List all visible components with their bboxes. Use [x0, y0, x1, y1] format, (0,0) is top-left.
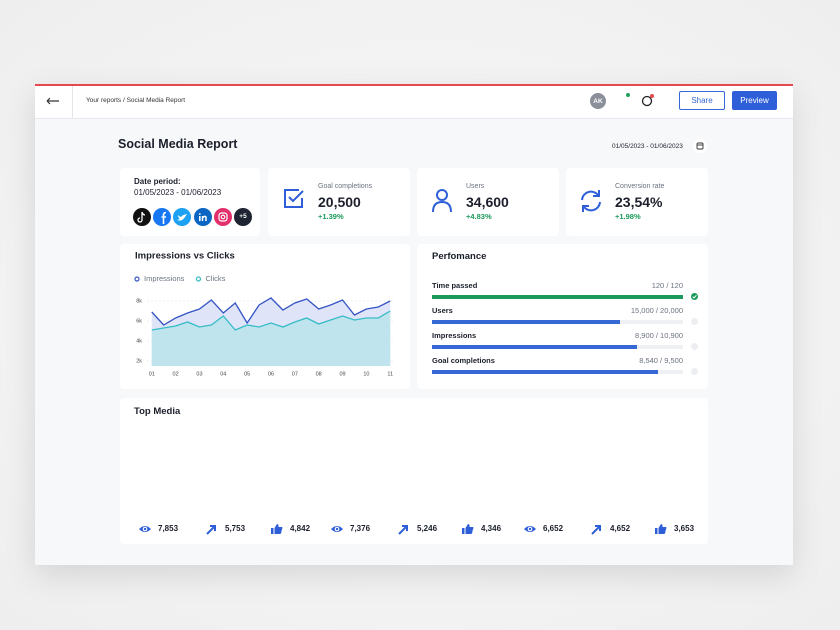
- back-button[interactable]: [46, 95, 60, 107]
- y-tick-label: 4k: [136, 338, 142, 344]
- pending-icon: [691, 318, 698, 325]
- conversion-icon: [581, 190, 601, 212]
- media-value: 4,842: [290, 524, 311, 533]
- legend-swatch: [195, 276, 202, 282]
- progress-bar: [432, 370, 658, 374]
- x-tick-label: 06: [268, 371, 274, 377]
- media-icon-share: [590, 523, 604, 535]
- avatar[interactable]: AK: [590, 93, 606, 109]
- media-value: 6,652: [543, 524, 564, 533]
- social-icons: [133, 208, 252, 226]
- x-tick-label: 02: [173, 371, 179, 377]
- goal-icon: [284, 189, 304, 208]
- line: [151, 297, 391, 326]
- calendar-button[interactable]: [693, 139, 707, 153]
- y-tick-label: 6k: [136, 318, 142, 324]
- x-tick-label: 11: [387, 371, 393, 377]
- area: [151, 311, 391, 366]
- stat-change: +1.98%: [615, 212, 641, 221]
- legend-label: Impressions: [144, 274, 185, 283]
- progress-bar: [432, 295, 683, 299]
- more-socials: +5: [239, 213, 247, 220]
- chat-icon[interactable]: [640, 93, 656, 107]
- perf-value: 120 / 120: [651, 281, 683, 290]
- stat-label: Conversion rate: [615, 183, 665, 190]
- stat-card: [268, 168, 410, 236]
- stat-label: Goal completions: [318, 183, 373, 190]
- stat-value: 20,500: [318, 194, 361, 210]
- top-bar: [35, 86, 793, 119]
- media-icon-eye: [330, 523, 344, 535]
- divider: [72, 86, 73, 118]
- performance-title: Perfomance: [432, 251, 487, 262]
- media-value: 7,376: [350, 524, 371, 533]
- x-tick-label: 05: [244, 371, 250, 377]
- stat-change: +4.83%: [466, 212, 492, 221]
- media-icon-eye: [138, 523, 152, 535]
- chart: Impressions vs Clicks Impressions Clicks 2…: [134, 251, 395, 377]
- user-icon: [432, 189, 452, 213]
- stat-card: [566, 168, 708, 236]
- media-value: 5,753: [225, 524, 246, 533]
- perf-label: Goal completions: [432, 356, 495, 365]
- x-tick-label: 09: [339, 371, 345, 377]
- media-icon-like: [654, 523, 668, 535]
- media-value: 7,853: [158, 524, 179, 533]
- perf-value: 8,900 / 10,900: [635, 331, 683, 340]
- line: [151, 310, 391, 331]
- media-icon-eye: [523, 523, 537, 535]
- media-value: 3,653: [674, 524, 695, 533]
- perf-value: 8,540 / 9,500: [639, 356, 683, 365]
- chart-title: Impressions vs Clicks: [135, 251, 235, 262]
- perf-label: Time passed: [432, 281, 478, 290]
- x-tick-label: 10: [363, 371, 369, 377]
- stat-change: +1.39%: [318, 212, 344, 221]
- media-icon-like: [270, 523, 284, 535]
- perf-label: Users: [432, 306, 453, 315]
- status-dot: [626, 93, 630, 97]
- stat-label: Users: [466, 183, 485, 190]
- y-tick-label: 8k: [136, 298, 142, 304]
- x-tick-label: 04: [220, 371, 226, 377]
- pending-icon: [691, 343, 698, 350]
- media-value: 5,246: [417, 524, 438, 533]
- stat-value: 23,54%: [615, 194, 663, 210]
- progress-bar: [432, 320, 621, 324]
- date-label: Date period:: [134, 177, 181, 186]
- x-tick-label: 08: [316, 371, 322, 377]
- y-tick-label: 2k: [136, 358, 142, 364]
- stat-value: 34,600: [466, 194, 509, 210]
- breadcrumb[interactable]: Your reports / Social Media Report: [86, 97, 186, 104]
- date-value: 01/05/2023 - 01/06/2023: [134, 188, 222, 197]
- done-icon: [691, 293, 698, 300]
- preview-button[interactable]: Preview: [732, 91, 777, 110]
- share-button[interactable]: Share: [679, 91, 725, 110]
- progress-bar: [432, 345, 637, 349]
- legend-swatch: [134, 276, 140, 282]
- media-icon-share: [205, 523, 219, 535]
- page-title: Social Media Report: [118, 137, 238, 151]
- top-media-title: Top Media: [134, 406, 181, 417]
- media-icon-like: [461, 523, 475, 535]
- media-value: 4,652: [610, 524, 631, 533]
- legend-label: Clicks: [205, 274, 225, 283]
- x-tick-label: 07: [292, 371, 298, 377]
- x-tick-label: 01: [149, 371, 155, 377]
- top-media-card: [120, 398, 708, 544]
- media-value: 4,346: [481, 524, 502, 533]
- pending-icon: [691, 368, 698, 375]
- x-tick-label: 03: [196, 371, 202, 377]
- date-range[interactable]: 01/05/2023 - 01/06/2023: [612, 143, 683, 150]
- perf-value: 15,000 / 20,000: [630, 306, 683, 315]
- performance-card: [417, 244, 708, 389]
- media-icon-share: [397, 523, 411, 535]
- perf-label: Impressions: [432, 331, 477, 340]
